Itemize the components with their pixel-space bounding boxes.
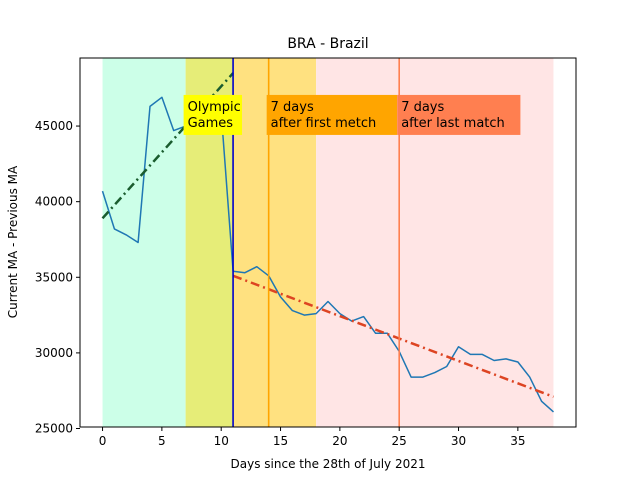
x-axis-label: Days since the 28th of July 2021 <box>231 457 426 471</box>
x-axis-ticks: 0 5 10 15 20 25 30 35 <box>99 427 525 448</box>
annotation-box-2 <box>397 94 521 135</box>
annotation-text-2-1: after last match <box>401 116 505 131</box>
annotation-text-0-1: Games <box>188 116 234 131</box>
y-axis-ticks: 25000 30000 35000 40000 45000 <box>35 119 80 436</box>
x-tick-label: 35 <box>510 434 525 448</box>
annotation-text-1-1: after first metch <box>271 116 377 131</box>
plot-frame <box>79 57 577 428</box>
x-tick-label: 10 <box>214 434 229 448</box>
trend-line-1 <box>101 72 235 220</box>
x-tick-label: 15 <box>273 434 288 448</box>
annotation-text-1-0: 7 days <box>271 100 314 115</box>
trend-line-2 <box>232 274 554 398</box>
y-tick-label: 25000 <box>35 422 73 436</box>
x-tick-label: 5 <box>158 434 166 448</box>
x-tick-label: 25 <box>392 434 407 448</box>
annotation-box-1 <box>266 94 398 135</box>
annotation-text-2-0: 7 days <box>401 100 444 115</box>
y-tick-label: 40000 <box>35 195 73 209</box>
x-tick-label: 0 <box>99 434 107 448</box>
x-tick-label: 30 <box>451 434 466 448</box>
annotation-text-0-0: Olympic <box>188 100 241 115</box>
y-tick-label: 30000 <box>35 346 73 360</box>
chart-title: BRA - Brazil <box>287 36 368 52</box>
y-axis-label: Current MA - Previous MA <box>6 165 20 318</box>
series-lines <box>101 72 554 413</box>
data-line <box>101 96 554 413</box>
y-tick-label: 35000 <box>35 270 73 284</box>
shaded-region-0 <box>102 58 186 427</box>
y-tick-label: 45000 <box>35 119 73 133</box>
x-tick-label: 20 <box>332 434 347 448</box>
annotation-box-0 <box>183 94 243 135</box>
